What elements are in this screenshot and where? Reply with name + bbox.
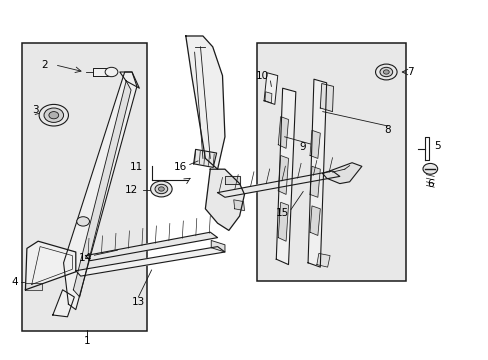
Polygon shape [211,240,224,252]
Text: 7: 7 [407,67,413,77]
Polygon shape [307,79,326,267]
Polygon shape [63,72,137,310]
Circle shape [44,108,63,122]
FancyBboxPatch shape [22,43,146,331]
Circle shape [39,104,68,126]
Text: 5: 5 [433,141,440,151]
Circle shape [158,187,164,191]
Circle shape [383,70,388,74]
Polygon shape [25,283,41,290]
Polygon shape [309,166,320,197]
Polygon shape [53,290,74,317]
Text: 10: 10 [256,71,268,81]
Polygon shape [264,73,277,104]
Text: 9: 9 [299,141,306,152]
Circle shape [49,112,59,119]
Text: 2: 2 [41,60,48,70]
Circle shape [379,67,392,77]
Circle shape [150,181,172,197]
Text: 12: 12 [124,185,138,195]
Polygon shape [278,202,288,241]
Circle shape [422,163,437,174]
Polygon shape [309,130,320,158]
Polygon shape [25,241,76,290]
Polygon shape [73,81,131,297]
Polygon shape [93,68,107,76]
Polygon shape [85,232,217,261]
Polygon shape [278,156,288,194]
Polygon shape [185,36,224,169]
Circle shape [77,217,89,226]
Text: 15: 15 [275,208,288,218]
Polygon shape [205,169,244,230]
Polygon shape [193,149,216,167]
Polygon shape [322,163,361,184]
Polygon shape [316,253,329,267]
Polygon shape [224,176,239,184]
Polygon shape [233,200,244,211]
Circle shape [155,184,167,194]
Text: 8: 8 [384,125,390,135]
Circle shape [105,67,118,77]
Polygon shape [309,206,320,235]
Text: 13: 13 [131,297,145,307]
Polygon shape [320,84,333,112]
Text: 6: 6 [426,179,433,189]
Polygon shape [276,88,295,265]
Polygon shape [76,247,224,276]
Text: 14: 14 [79,253,92,264]
Polygon shape [278,117,288,148]
Text: 4: 4 [11,276,18,287]
Text: 1: 1 [83,336,90,346]
Text: 16: 16 [174,162,187,172]
Text: 3: 3 [32,105,39,115]
Text: 11: 11 [129,162,142,172]
FancyBboxPatch shape [256,43,405,281]
Polygon shape [264,92,271,103]
Polygon shape [217,171,339,197]
Circle shape [375,64,396,80]
Polygon shape [120,72,139,88]
